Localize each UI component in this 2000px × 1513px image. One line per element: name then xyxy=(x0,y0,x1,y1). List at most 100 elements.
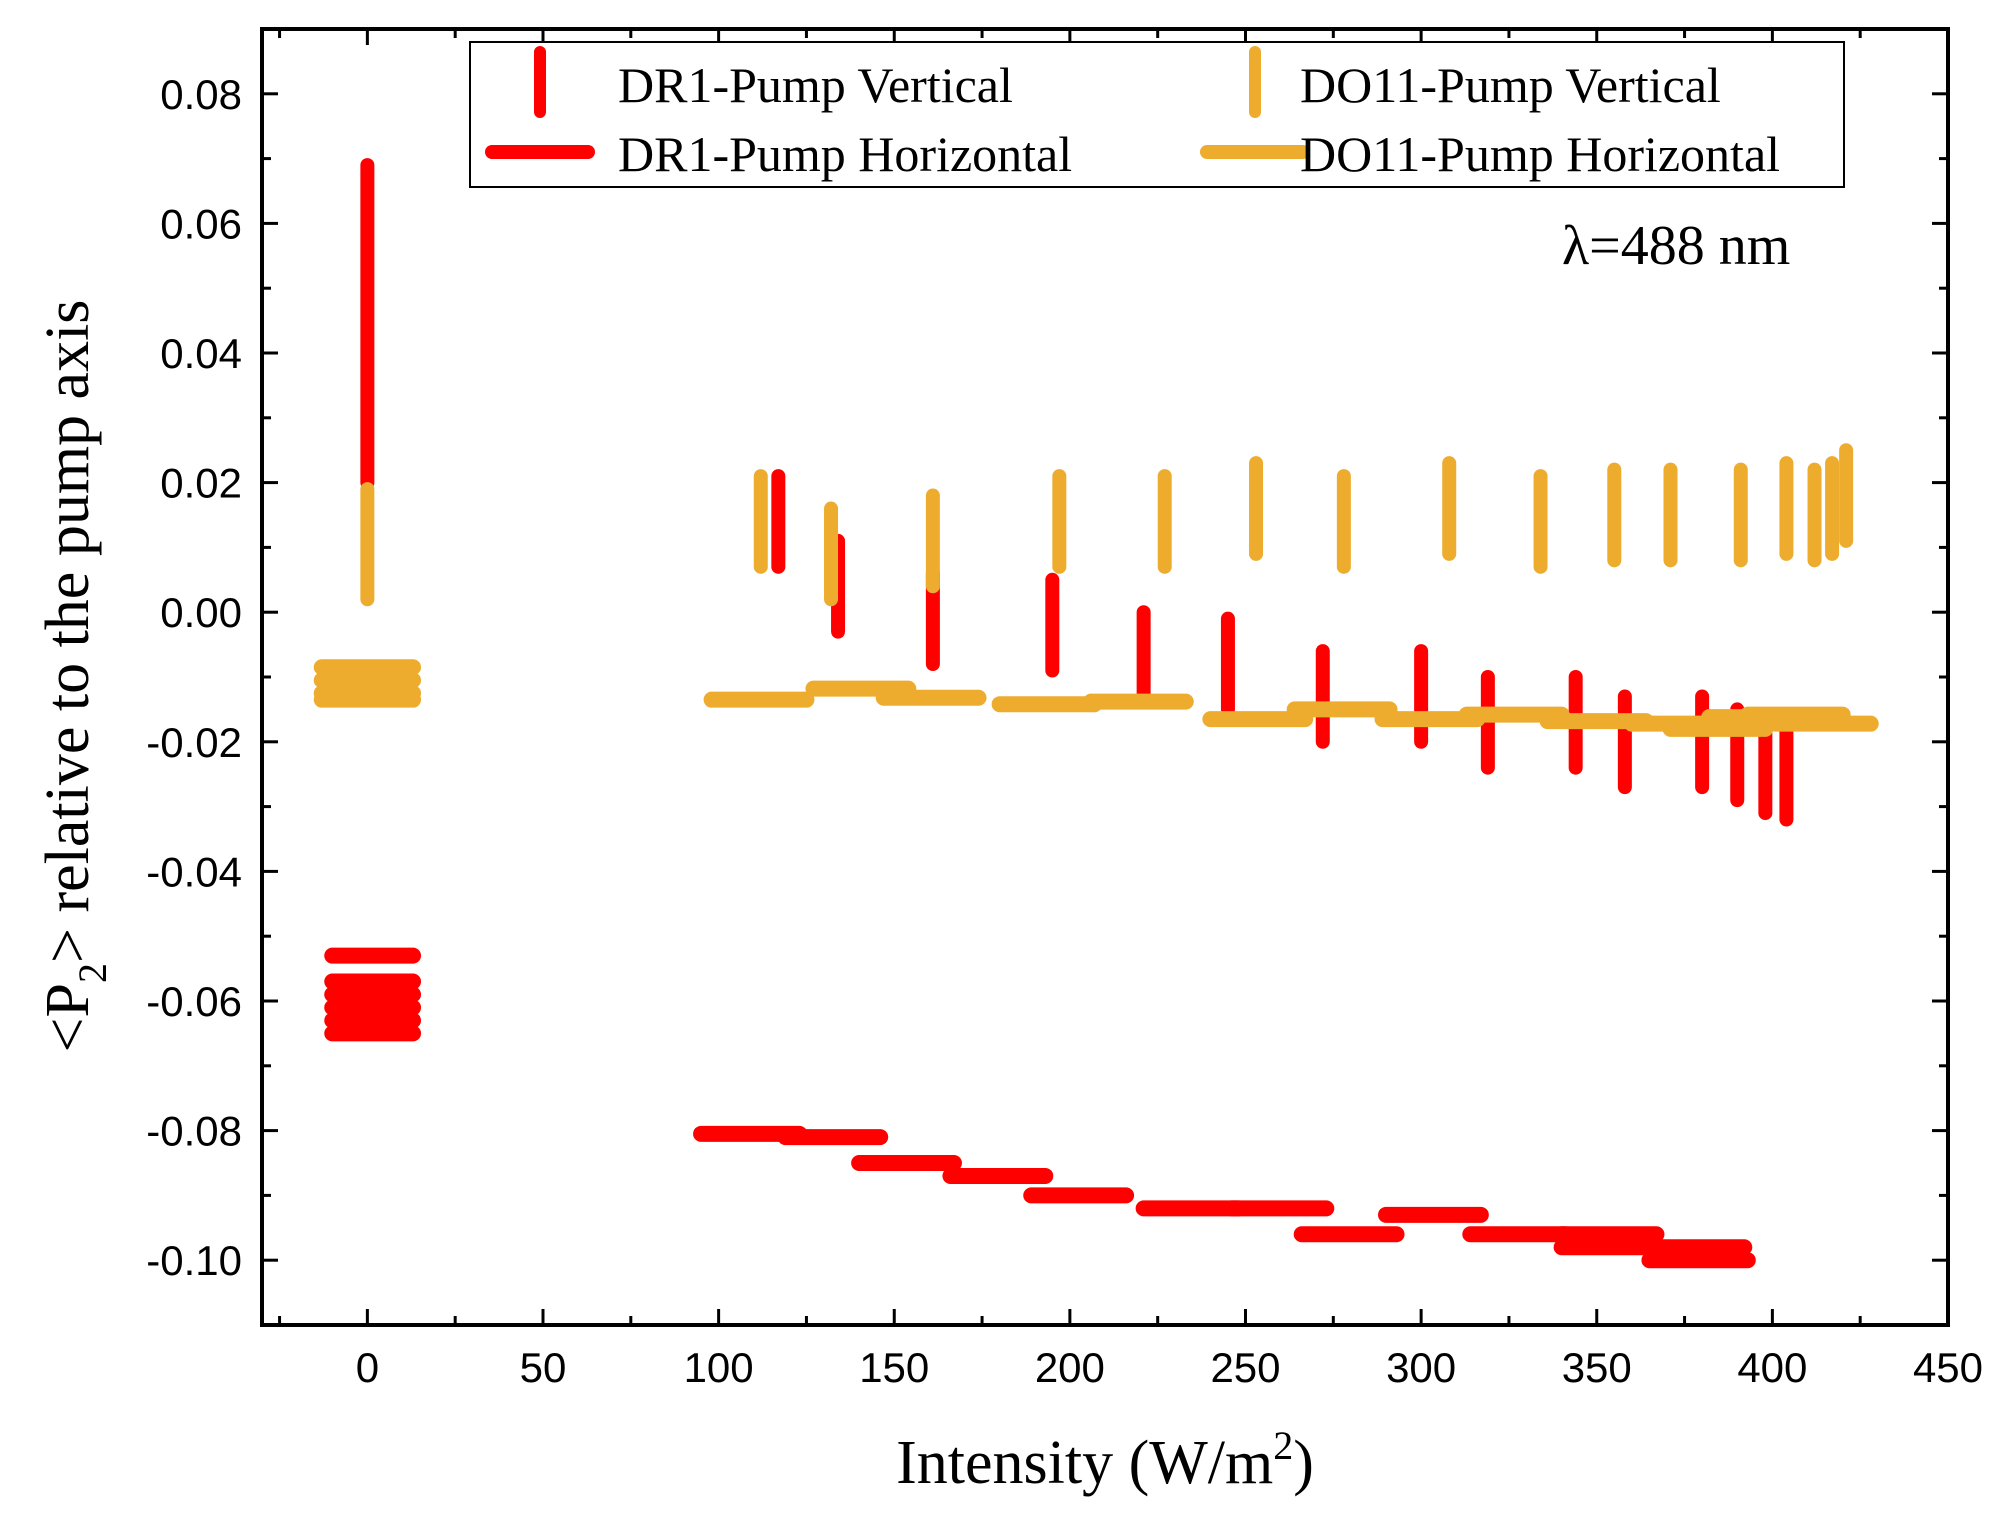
series-dr1-pump-horizontal xyxy=(324,947,1756,1269)
data-point-do11-pump-vertical xyxy=(1807,462,1822,568)
data-point-dr1-pump-horizontal xyxy=(1641,1252,1756,1269)
data-point-dr1-pump-horizontal xyxy=(1641,1239,1753,1256)
data-point-dr1-pump-horizontal xyxy=(942,1167,1054,1184)
x-tick-label: 200 xyxy=(1035,1344,1105,1391)
data-point-do11-pump-vertical xyxy=(753,469,768,574)
x-axis-title-main: Intensity (W/m xyxy=(896,1429,1273,1497)
x-tick-label: 250 xyxy=(1210,1344,1280,1391)
y-tick-label: -0.02 xyxy=(146,719,242,766)
y-tick-label: -0.04 xyxy=(146,848,242,895)
data-point-dr1-pump-horizontal xyxy=(1293,1226,1405,1243)
legend-label-dr1-vertical: DR1-Pump Vertical xyxy=(618,57,1013,113)
data-point-do11-pump-horizontal xyxy=(313,672,422,689)
y-tick-label: 0.00 xyxy=(160,589,242,636)
data-point-do11-pump-vertical xyxy=(1663,462,1678,568)
data-point-dr1-pump-horizontal xyxy=(324,1025,422,1042)
data-point-do11-pump-vertical xyxy=(1825,456,1840,561)
y-tick-label: 0.08 xyxy=(160,71,242,118)
x-tick-label: 300 xyxy=(1386,1344,1456,1391)
data-point-do11-pump-vertical xyxy=(925,488,940,594)
y-axis-title: <P2> relative to the pump axis xyxy=(34,300,115,1053)
data-point-dr1-pump-horizontal xyxy=(324,1012,422,1029)
x-tick-label: 350 xyxy=(1562,1344,1632,1391)
data-point-dr1-pump-vertical xyxy=(1220,611,1235,717)
data-point-dr1-pump-horizontal xyxy=(324,999,422,1016)
x-tick-label: 50 xyxy=(520,1344,567,1391)
data-point-dr1-pump-horizontal xyxy=(324,947,422,964)
y-tick-label: -0.08 xyxy=(146,1108,242,1155)
legend-box xyxy=(469,41,1845,188)
data-point-dr1-pump-horizontal xyxy=(1553,1239,1665,1256)
data-point-do11-pump-horizontal xyxy=(703,691,815,708)
data-point-do11-pump-vertical xyxy=(1533,469,1548,574)
data-point-do11-pump-horizontal xyxy=(313,659,422,676)
x-tick-label: 450 xyxy=(1913,1344,1983,1391)
data-point-dr1-pump-horizontal xyxy=(851,1155,962,1171)
legend-marker-dr1-pump-horizontal xyxy=(485,145,595,159)
data-point-dr1-pump-vertical xyxy=(1414,644,1429,749)
data-point-do11-pump-vertical xyxy=(1157,469,1172,574)
data-point-dr1-pump-horizontal xyxy=(1553,1226,1665,1243)
data-point-do11-pump-vertical xyxy=(1249,456,1264,561)
x-tick-label: 400 xyxy=(1737,1344,1807,1391)
data-point-dr1-pump-horizontal xyxy=(1135,1200,1247,1217)
data-point-do11-pump-horizontal xyxy=(991,696,1103,713)
series-dr1-pump-vertical xyxy=(360,158,1794,827)
legend-label-do11-vertical: DO11-Pump Vertical xyxy=(1300,57,1721,113)
data-point-do11-pump-horizontal xyxy=(1286,701,1398,718)
x-tick-label: 0 xyxy=(356,1344,379,1391)
data-point-dr1-pump-vertical xyxy=(1315,644,1330,749)
x-tick-label: 150 xyxy=(859,1344,929,1391)
legend-markers xyxy=(485,46,1310,159)
data-point-do11-pump-horizontal xyxy=(875,689,987,706)
y-tick-label: 0.04 xyxy=(160,330,242,377)
legend-label-dr1-horizontal: DR1-Pump Horizontal xyxy=(618,126,1072,182)
data-point-do11-pump-horizontal xyxy=(1202,711,1314,728)
x-tick-label: 100 xyxy=(684,1344,754,1391)
data-point-dr1-pump-vertical xyxy=(1779,721,1794,827)
data-point-dr1-pump-horizontal xyxy=(324,973,422,990)
data-point-do11-pump-horizontal xyxy=(1374,711,1486,728)
wavelength-annotation: λ=488 nm xyxy=(1562,215,1790,277)
data-point-dr1-pump-horizontal xyxy=(1223,1200,1335,1217)
data-point-dr1-pump-vertical xyxy=(925,566,940,672)
data-point-dr1-pump-horizontal xyxy=(1462,1226,1574,1243)
plot-area-series xyxy=(313,158,1879,1269)
data-point-dr1-pump-vertical xyxy=(771,469,786,574)
legend-marker-dr1-pump-vertical xyxy=(534,46,546,118)
axes-ticks: 0 50 100 150 200 250 300 350 400 450 0.08 0.06 0.04 0… xyxy=(146,29,1983,1391)
legend-marker-do11-pump-horizontal xyxy=(1200,145,1310,159)
data-point-dr1-pump-horizontal xyxy=(777,1129,889,1146)
data-point-do11-pump-horizontal xyxy=(1767,715,1879,732)
data-point-do11-pump-vertical xyxy=(1442,456,1457,561)
data-point-do11-pump-horizontal xyxy=(313,691,422,708)
data-point-dr1-pump-horizontal xyxy=(1378,1206,1489,1223)
data-point-do11-pump-horizontal xyxy=(1082,693,1194,710)
data-point-do11-pump-vertical xyxy=(1052,469,1067,574)
y-tick-label: -0.10 xyxy=(146,1237,242,1284)
data-point-dr1-pump-vertical xyxy=(1758,715,1773,821)
data-point-dr1-pump-vertical xyxy=(1136,605,1151,704)
data-point-do11-pump-vertical xyxy=(824,501,839,607)
series-do11-pump-horizontal xyxy=(313,659,1879,737)
y-axis-title-pre: <P xyxy=(34,983,102,1052)
data-point-dr1-pump-horizontal xyxy=(1023,1187,1135,1204)
legend-label-do11-horizontal: DO11-Pump Horizontal xyxy=(1300,126,1780,182)
y-axis-title-sub: 2 xyxy=(70,963,115,983)
data-point-do11-pump-vertical xyxy=(1839,443,1854,548)
legend: DR1-Pump Vertical DO11-Pump Vertical DR1… xyxy=(469,41,1845,188)
data-point-do11-pump-vertical xyxy=(1336,469,1351,574)
data-point-do11-pump-vertical xyxy=(1733,462,1748,568)
data-point-do11-pump-vertical xyxy=(360,482,375,607)
y-tick-label: 0.02 xyxy=(160,460,242,507)
x-axis-title: Intensity (W/m2) xyxy=(896,1423,1314,1497)
y-tick-label: -0.06 xyxy=(146,978,242,1025)
y-axis-title-post: > relative to the pump axis xyxy=(34,300,102,963)
data-point-dr1-pump-vertical xyxy=(360,158,375,490)
x-axis-title-sup: 2 xyxy=(1273,1423,1293,1468)
data-point-dr1-pump-vertical xyxy=(1045,572,1060,678)
data-point-do11-pump-vertical xyxy=(1607,462,1622,568)
series-do11-pump-vertical xyxy=(360,443,1854,607)
